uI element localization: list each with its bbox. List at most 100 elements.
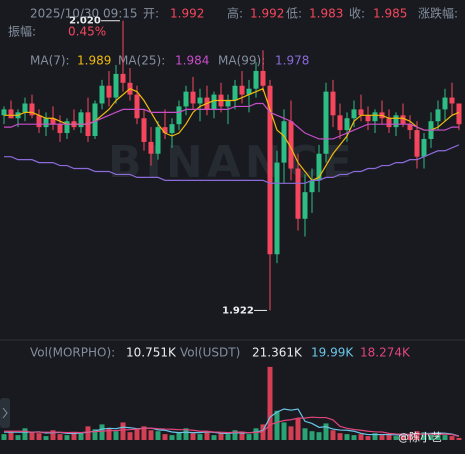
candle-body [330,91,336,116]
volume-bar [169,435,175,440]
volume-bar [281,422,287,440]
candle-body [386,118,392,128]
candle-body [141,118,147,142]
candle-body [106,85,112,98]
candle-body [113,73,119,98]
ma-line [4,102,459,140]
volume-bar [344,434,350,440]
low-label: 低: [286,7,302,21]
ma99: 1.978 [275,54,309,68]
low: 1.983 [309,7,343,21]
volume-bar [288,426,294,440]
volume-bar [15,435,21,440]
candle-body [43,118,49,128]
volume-bar [141,426,147,440]
vol: 10.751K [126,346,177,360]
ma25-label: MA(25): [118,54,165,68]
candle-body [64,121,70,134]
volume-bar [449,436,455,440]
candle-body [239,85,245,95]
volume-bar [57,434,63,440]
high: 1.992 [250,7,284,21]
time: 2025/10/30 09:15 [30,7,138,21]
volume-bar [92,429,98,440]
volq-label: Vol(USDT) [180,346,240,360]
ma-line [4,144,460,184]
volume-bar [106,428,112,440]
header: 2025/10/30 09:15 开: 1.992 高: 1.992 低: 1.… [8,6,458,68]
candle-body [29,103,35,116]
candle-body [134,94,140,119]
volume-bar [239,432,245,440]
volume-bar [442,435,448,440]
candle-body [253,70,259,89]
volume-bar [267,366,273,440]
candle-body [169,124,175,134]
vol-label: Vol(MORPHO): [30,346,115,360]
candle-body [78,112,84,128]
candle-body [8,109,14,119]
volume-bar [64,435,70,440]
annotation: 2.020 [69,16,101,27]
volume-bar [323,423,329,440]
candle-body [246,88,252,95]
volume-bar [78,433,84,440]
candle-body [449,97,455,104]
candle-body [148,141,154,154]
change-label: 涨跌幅: [418,6,458,21]
volume-bar [253,428,259,440]
volume-bar [246,434,252,440]
candle-body [407,124,413,131]
user-watermark: @陈小艺 [398,430,442,444]
candle-body [323,91,329,154]
candle-body [197,97,203,104]
close: 1.985 [373,7,407,21]
volume-bar [351,435,357,440]
candle-body [22,103,28,113]
candle-body [36,115,42,128]
volume-bar [85,426,91,440]
open-label: 开: [143,7,159,21]
volume-bar [365,436,371,440]
volume-bar [302,428,308,440]
candle-body [211,94,217,110]
candle-body [1,109,7,116]
amp-label: 振幅: [8,24,36,39]
volume-bar [309,431,315,440]
side-handle[interactable] [0,398,10,428]
volume-bar [190,433,196,440]
volume-bar [379,435,385,440]
volume-bar [183,428,189,440]
ma25: 1.984 [175,54,209,68]
candle-body [274,162,280,255]
vol-ma10: 18.274K [360,346,411,360]
candle-body [414,130,420,157]
volume-bar [211,435,217,440]
candle-body [435,109,441,122]
volume-bar [29,432,35,440]
volume-bar [386,434,392,440]
candle-body [183,91,189,107]
volume-bar [393,436,399,440]
candle-body [302,192,308,219]
candle-body [337,115,343,131]
volume-bar [232,430,238,440]
plot: 2.020 1.922 [1,16,462,440]
volume-bar [421,432,427,440]
volume-bar [456,437,462,440]
candle-body [155,127,161,154]
volume-bar [99,424,105,440]
candle-body [281,121,287,163]
volume-bar [316,432,322,440]
volume-bar [162,434,168,440]
candle-body [267,85,273,255]
vol-ma5: 19.99K [311,346,354,360]
candle-body [309,180,315,193]
volume-bar [127,432,133,440]
candle-body [99,85,105,104]
volq: 21.361K [252,346,303,360]
candle-body [260,70,266,86]
volume-bar [22,428,28,440]
volume-bar [36,433,42,440]
